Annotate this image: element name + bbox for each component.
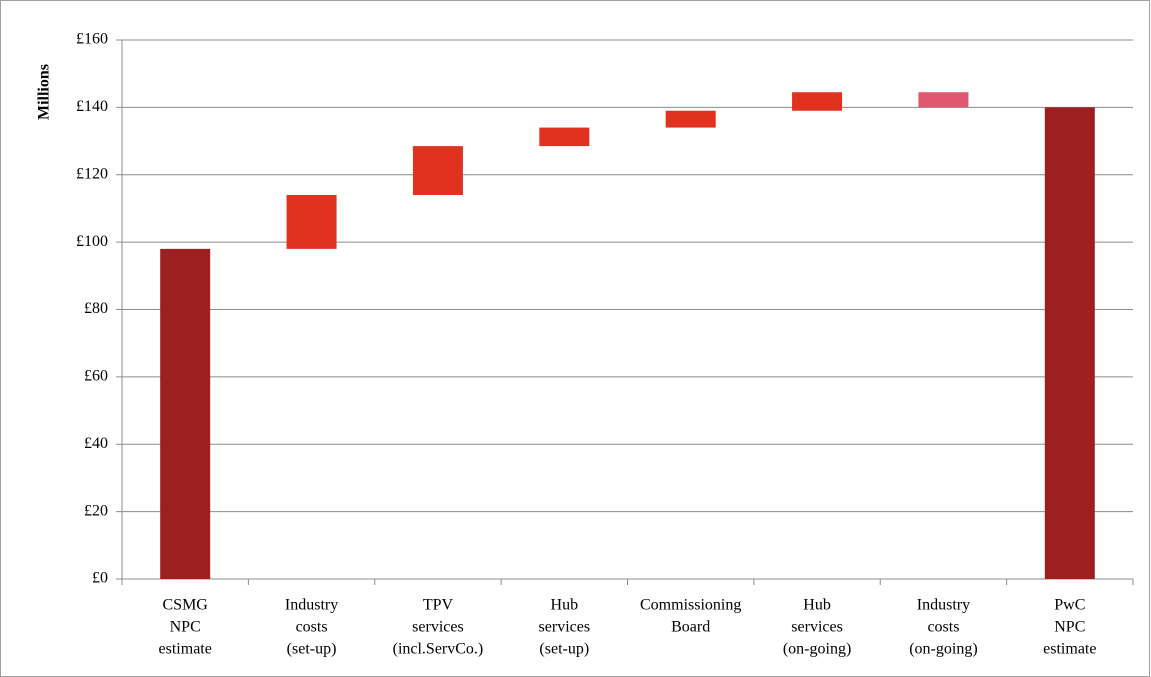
- x-tick-label: Industry: [917, 597, 970, 614]
- y-tick-label: £140: [76, 98, 108, 115]
- y-tick-label: £160: [76, 31, 108, 48]
- x-tick-label: Board: [671, 619, 710, 636]
- x-tick-label: CSMG: [163, 597, 209, 614]
- x-tick-label: services: [791, 619, 843, 636]
- x-tick-label: estimate: [1043, 641, 1096, 658]
- x-tick-label: (incl.ServCo.): [393, 641, 484, 658]
- bar: [665, 110, 716, 128]
- x-tick-label: PwC: [1054, 597, 1085, 614]
- x-tick-label: (set-up): [287, 641, 337, 658]
- x-tick-label: Hub: [551, 597, 579, 614]
- y-tick-label: £120: [76, 165, 108, 182]
- y-tick-label: £0: [92, 570, 108, 587]
- y-tick-label: £20: [84, 502, 108, 519]
- x-tick-label: costs: [927, 619, 959, 636]
- bar: [1044, 107, 1095, 579]
- x-tick-label: Industry: [285, 597, 338, 614]
- x-tick-label: (on-going): [909, 641, 977, 658]
- bar: [792, 92, 843, 111]
- x-tick-label: Commissioning: [640, 597, 741, 614]
- x-tick-label: NPC: [1054, 619, 1085, 636]
- y-tick-label: £80: [84, 300, 108, 317]
- bar: [918, 92, 969, 108]
- x-tick-label: estimate: [159, 641, 212, 658]
- x-tick-label: services: [539, 619, 591, 636]
- y-tick-label: £100: [76, 233, 108, 250]
- x-tick-label: services: [412, 619, 464, 636]
- y-tick-label: £60: [84, 368, 108, 385]
- bar: [539, 127, 590, 147]
- bar: [160, 248, 211, 580]
- bar: [286, 194, 337, 249]
- x-tick-label: Hub: [803, 597, 831, 614]
- y-tick-label: £40: [84, 435, 108, 452]
- bar: [412, 146, 463, 195]
- x-tick-label: costs: [296, 619, 328, 636]
- y-axis-label: Millions: [36, 64, 53, 120]
- x-tick-label: TPV: [423, 597, 454, 614]
- x-tick-label: NPC: [170, 619, 201, 636]
- x-tick-label: (on-going): [783, 641, 851, 658]
- x-tick-label: (set-up): [539, 641, 589, 658]
